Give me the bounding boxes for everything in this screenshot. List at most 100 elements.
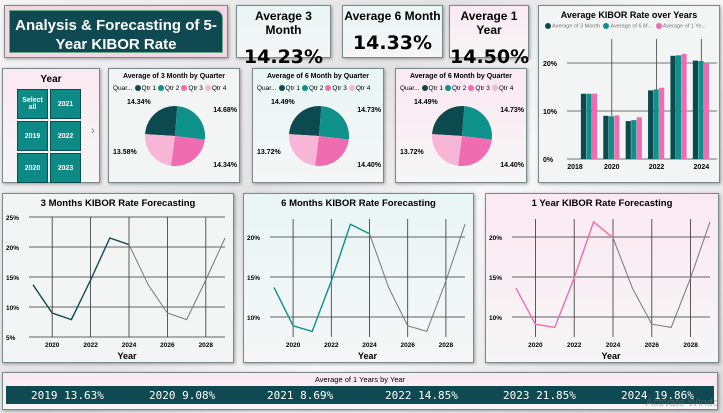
data-label: 14.73% [500, 107, 525, 114]
bar [659, 88, 665, 160]
slicer-option-2022[interactable]: 2022 [50, 121, 81, 151]
y-tick-label: 10% [489, 315, 502, 322]
data-label: 14.34% [127, 99, 152, 106]
legend-dot-icon [157, 85, 164, 92]
ticker-item: 2022 14.85% [385, 388, 458, 402]
y-tick-label: 20% [489, 235, 502, 242]
chart-legend: Quar... Qtr 1 Qtr 2 Qtr 3 Qtr 4 [400, 85, 526, 92]
pie-chart-card: Average of 6 Month by Quarter Quar... Qtr … [252, 68, 384, 183]
legend-item: Qtr 3 [475, 85, 490, 92]
chart-title: Average KIBOR Rate over Years [560, 10, 698, 20]
legend-dot-icon [348, 85, 355, 92]
x-tick-label: 2020 [45, 342, 60, 349]
bar [591, 94, 598, 160]
ticker-item: 2024 19.86% [621, 388, 694, 402]
line-chart: 10% 15% 20% 2020 2022 2024 2026 2028 Year [247, 219, 466, 361]
legend-item: Qtr 2 [164, 85, 180, 92]
x-tick-label: 2024 [606, 342, 621, 349]
x-tick-label: 2022 [649, 164, 665, 171]
x-tick-label: 2020 [528, 342, 543, 349]
legend-item: Qtr 2 [451, 85, 467, 92]
chart-title: Average of 3 Month by Quarter [122, 73, 226, 80]
y-tick-label: 0% [543, 157, 554, 164]
legend-item: Qtr 4 [355, 85, 371, 92]
kpi-label: Average 6 Month [344, 9, 441, 23]
actual-line [32, 237, 130, 321]
x-axis-label: Year [601, 351, 621, 359]
x-tick-label: 2020 [286, 342, 301, 349]
data-label: 14.40% [357, 162, 382, 169]
y-tick-label: 15% [489, 275, 502, 282]
slicer-option-2019[interactable]: 2019 [17, 121, 48, 151]
pie-slice [432, 134, 462, 166]
kpi-avg-1-year: Average 1 Year 14.50% [449, 5, 529, 68]
data-label: 14.68% [213, 107, 238, 114]
slicer-option-2021[interactable]: 2021 [50, 89, 81, 119]
ticker-item: 2021 8.69% [267, 388, 334, 402]
ticker-item: 2020 9.08% [149, 388, 216, 402]
x-tick-label: 2028 [439, 342, 454, 349]
pie-slice [319, 106, 349, 140]
forecast-line [128, 237, 226, 321]
y-tick-label: 10% [543, 109, 558, 116]
pie-slice [462, 106, 492, 140]
x-tick-label: 2024 [122, 342, 137, 349]
legend-item: Average of 6 M... [610, 23, 653, 30]
x-tick-label: 2024 [362, 342, 377, 349]
x-tick-label: 2026 [400, 342, 415, 349]
data-label: 14.49% [414, 99, 439, 106]
slicer-option-2020[interactable]: 2020 [17, 153, 48, 183]
y-tick-label: 20% [247, 235, 260, 242]
legend-title: Quar... [400, 85, 420, 92]
kpi-value: 14.23% [243, 46, 324, 68]
data-label: 13.72% [257, 149, 282, 156]
kpi-label: Average 3 Month [255, 9, 312, 37]
line-chart: 10% 15% 20% 2020 2022 2024 2026 2028 Year [489, 219, 711, 361]
bar [614, 115, 620, 160]
bar [631, 120, 637, 160]
x-tick-label: 2022 [83, 342, 98, 349]
legend-item: Qtr 1 [141, 85, 156, 92]
bar [681, 54, 687, 160]
data-label: 13.72% [400, 149, 425, 156]
legend-title: Quar... [257, 85, 277, 92]
pie-chart-card: Average of 3 Month by Quarter Quar... Qtr … [108, 68, 240, 183]
y-tick-label: 15% [6, 275, 19, 282]
legend-title: Quar... [113, 85, 133, 92]
x-tick-label: 2020 [604, 164, 620, 171]
kpi-avg-6-month: Average 6 Month 14.33% [342, 5, 443, 58]
legend-dot-icon [204, 85, 211, 92]
legend-dot-icon [134, 85, 141, 92]
line-chart-3-month: 3 Months KIBOR Rate Forecasting 5% 10% 15% 2… [2, 193, 234, 363]
y-tick-label: 15% [247, 275, 260, 282]
chart-title: 1 Year KIBOR Rate Forecasting [531, 198, 673, 209]
legend-item: Qtr 4 [498, 85, 514, 92]
bar [703, 64, 710, 160]
pie-slice [432, 106, 465, 136]
legend-dot-icon [278, 85, 285, 92]
legend-dot-icon [491, 85, 498, 92]
x-tick-label: 2024 [694, 164, 710, 171]
y-tick-label: 20% [6, 245, 19, 252]
pie-slice [315, 136, 349, 166]
slicer-option-select-all[interactable]: Select all [17, 89, 48, 119]
bar [675, 55, 682, 160]
data-label: 13.58% [113, 149, 138, 156]
activate-windows-watermark: Activate Windo [645, 397, 719, 409]
bar [586, 94, 592, 160]
pie-slice [145, 134, 175, 166]
pie-slice [289, 106, 322, 136]
x-tick-label: 2022 [567, 342, 582, 349]
chevron-right-icon[interactable]: › [91, 125, 95, 137]
pie-slice [289, 134, 319, 166]
chart-title: 6 Months KIBOR Rate Forecasting [281, 198, 436, 209]
legend-item: Qtr 2 [308, 85, 324, 92]
legend-item: Qtr 3 [332, 85, 347, 92]
y-tick-label: 10% [247, 315, 260, 322]
slicer-option-2023[interactable]: 2023 [50, 153, 81, 183]
legend-item: Qtr 1 [285, 85, 300, 92]
chart-title: 3 Months KIBOR Rate Forecasting [40, 198, 196, 209]
bar [648, 90, 654, 160]
forecast-line [612, 221, 711, 328]
legend-dot-icon [468, 85, 475, 92]
